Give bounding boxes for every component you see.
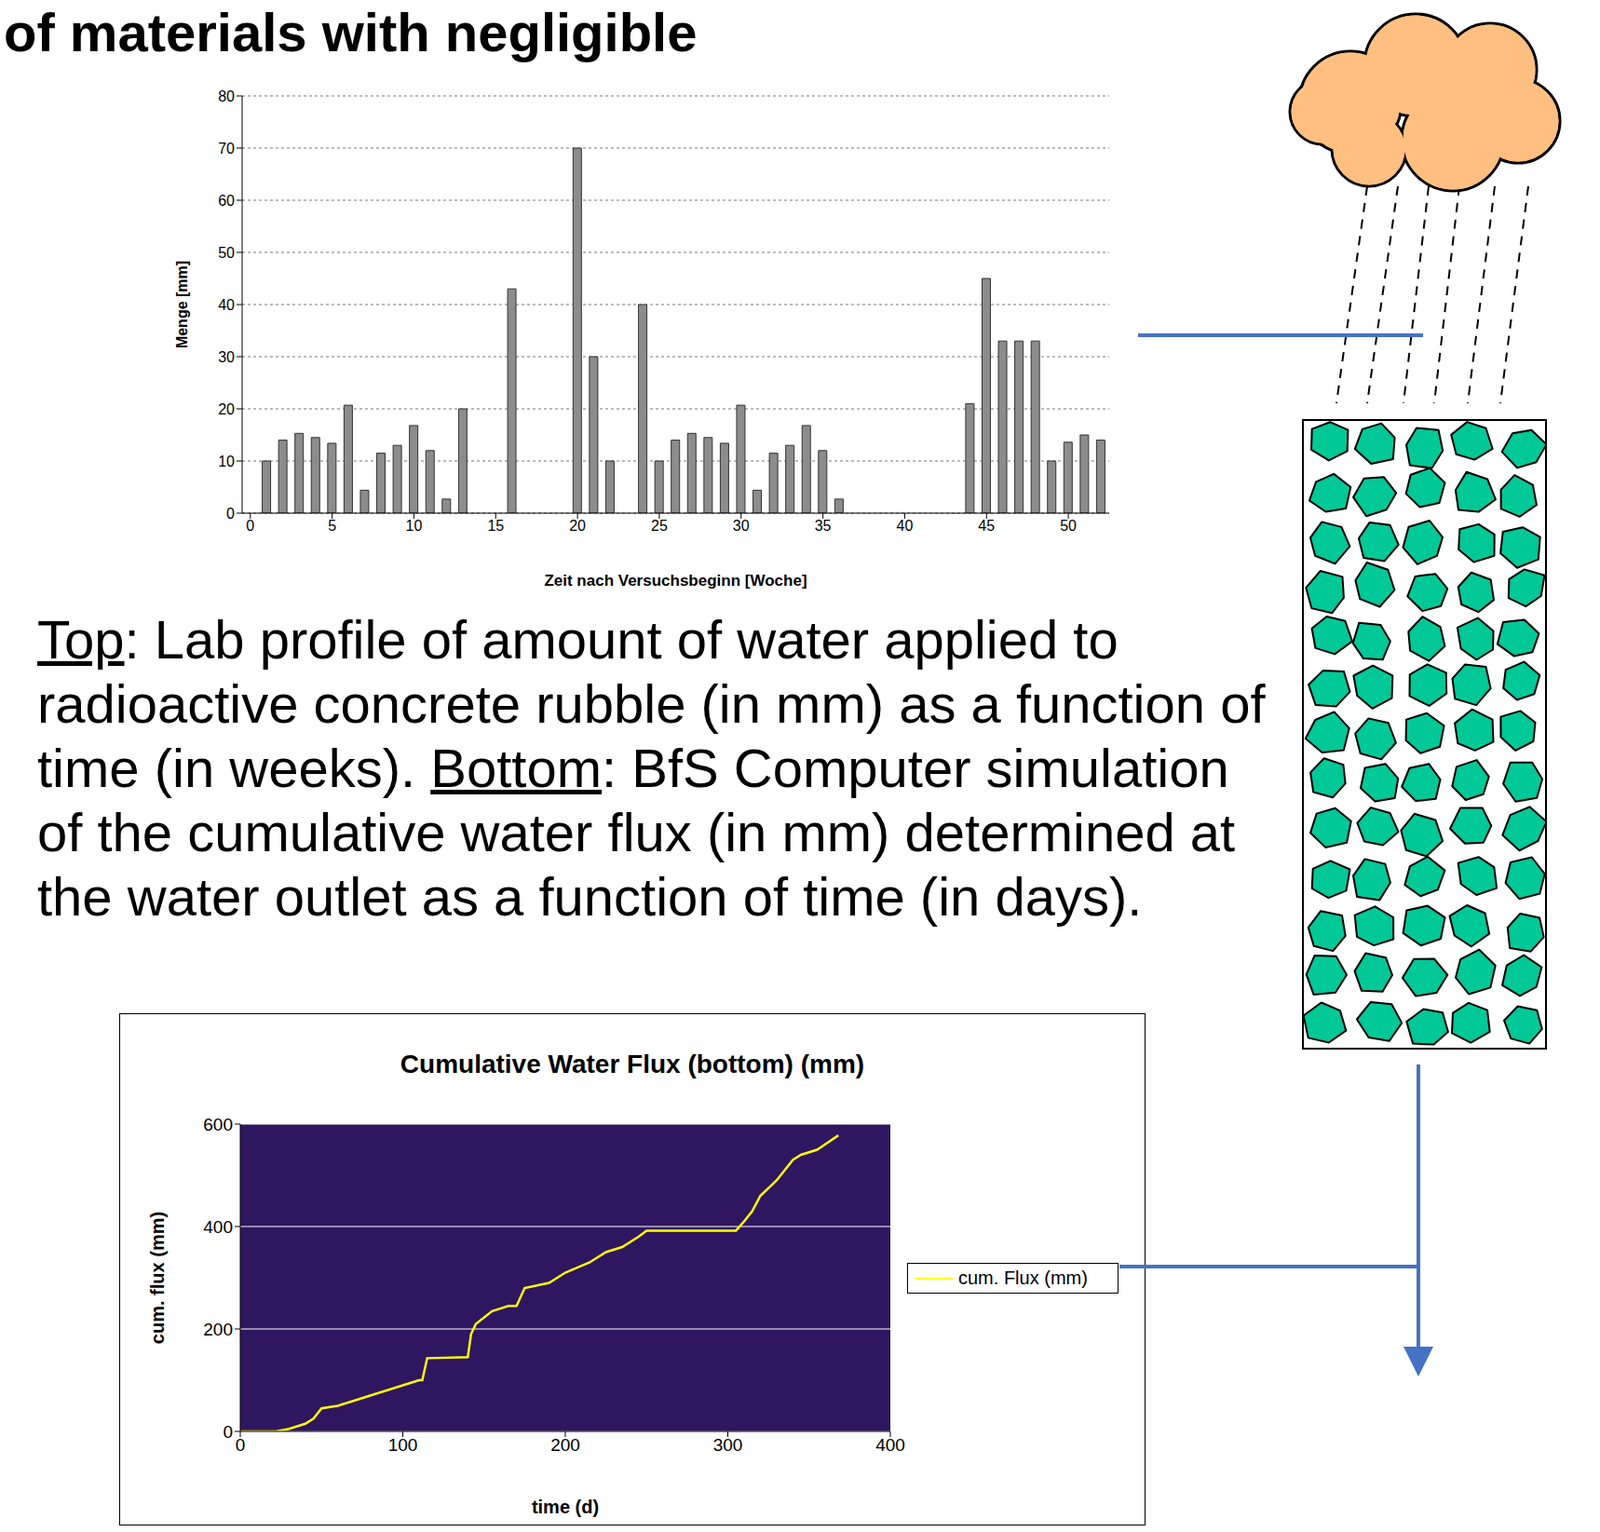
svg-text:15: 15 (487, 517, 504, 534)
html-text:Cumulative Water Flux (bottom): Cumulative Water Flux (bottom) (mm) (400, 1049, 865, 1079)
svg-text:300: 300 (713, 1435, 744, 1455)
svg-text:10: 10 (217, 453, 235, 470)
svg-text:Zeit nach Versuchsbeginn [Woch: Zeit nach Versuchsbeginn [Woche] (543, 571, 807, 590)
svg-text:0: 0 (245, 517, 255, 534)
svg-text:20: 20 (569, 517, 586, 534)
svg-text:45: 45 (977, 517, 995, 534)
svg-text:30: 30 (217, 349, 235, 366)
svg-text:200: 200 (203, 1319, 233, 1340)
svg-text:25: 25 (650, 517, 668, 534)
svg-text:50: 50 (217, 244, 235, 261)
svg-text:5: 5 (327, 517, 337, 534)
svg-text:40: 40 (896, 517, 914, 534)
svg-text:200: 200 (550, 1435, 581, 1455)
svg-text:0: 0 (222, 1422, 233, 1442)
svg-text:40: 40 (217, 297, 235, 313)
svg-text:400: 400 (875, 1435, 906, 1455)
svg-text:time (d): time (d) (531, 1496, 599, 1518)
svg-text:0: 0 (226, 505, 235, 522)
html-text:Top: Lab profile of amount of: Top: Lab profile of amount of water appl… (37, 609, 1266, 927)
svg-text:cum. flux (mm): cum. flux (mm) (147, 1211, 168, 1344)
html-text:cum. Flux (mm): cum. Flux (mm) (958, 1267, 1088, 1289)
svg-text:80: 80 (217, 88, 235, 105)
html-text:of materials with negligible: of materials with negligible (3, 1, 698, 63)
svg-text:400: 400 (203, 1217, 233, 1237)
svg-text:600: 600 (203, 1114, 233, 1135)
svg-text:0: 0 (235, 1435, 246, 1455)
svg-text:60: 60 (217, 192, 235, 209)
svg-text:50: 50 (1059, 517, 1077, 534)
svg-text:Menge [mm]: Menge [mm] (174, 260, 190, 349)
svg-text:10: 10 (406, 517, 423, 534)
svg-text:100: 100 (388, 1435, 419, 1455)
svg-text:30: 30 (732, 517, 750, 534)
svg-text:35: 35 (814, 517, 832, 534)
svg-text:20: 20 (217, 401, 235, 418)
svg-text:70: 70 (217, 140, 235, 157)
